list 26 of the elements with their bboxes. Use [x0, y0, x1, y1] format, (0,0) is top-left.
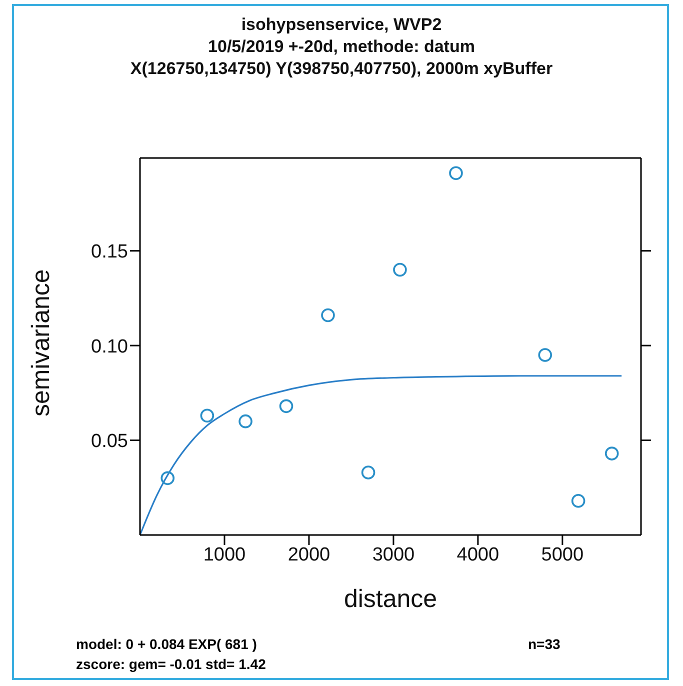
y-tick-label: 0.15	[91, 242, 128, 263]
point	[200, 408, 214, 423]
point	[321, 308, 335, 322]
point	[571, 494, 586, 508]
point	[238, 414, 252, 428]
x-tick-label: 3000	[372, 544, 415, 566]
text: zscore: gem= -0.01 std= 1.42	[76, 656, 266, 672]
y-tick-label: 0.05	[91, 431, 128, 452]
x-tick-label: 4000	[456, 544, 500, 566]
point	[538, 348, 552, 362]
x-tick-label: 2000	[288, 544, 330, 566]
point	[604, 446, 619, 460]
text: n=33	[528, 636, 560, 652]
point	[361, 466, 376, 480]
point	[160, 471, 175, 486]
y-axis-title: semivariance	[26, 269, 55, 416]
point	[279, 399, 294, 414]
x-axis-title: distance	[344, 585, 438, 613]
x-tick-label: 1000	[203, 544, 246, 566]
y-tick-label: 0.10	[91, 336, 128, 358]
point	[393, 262, 407, 277]
x-tick-label: 5000	[541, 544, 584, 566]
chart-title: isohypsenservice, WVP2 10/5/2019 +-20d, methode: datum X(126750,134750) Y(398750,407750), 2000m xyBuffer	[129, 14, 554, 80]
point	[449, 166, 463, 180]
line-series	[140, 375, 622, 535]
text: model: 0 + 0.084 EXP( 681 )	[76, 636, 257, 652]
